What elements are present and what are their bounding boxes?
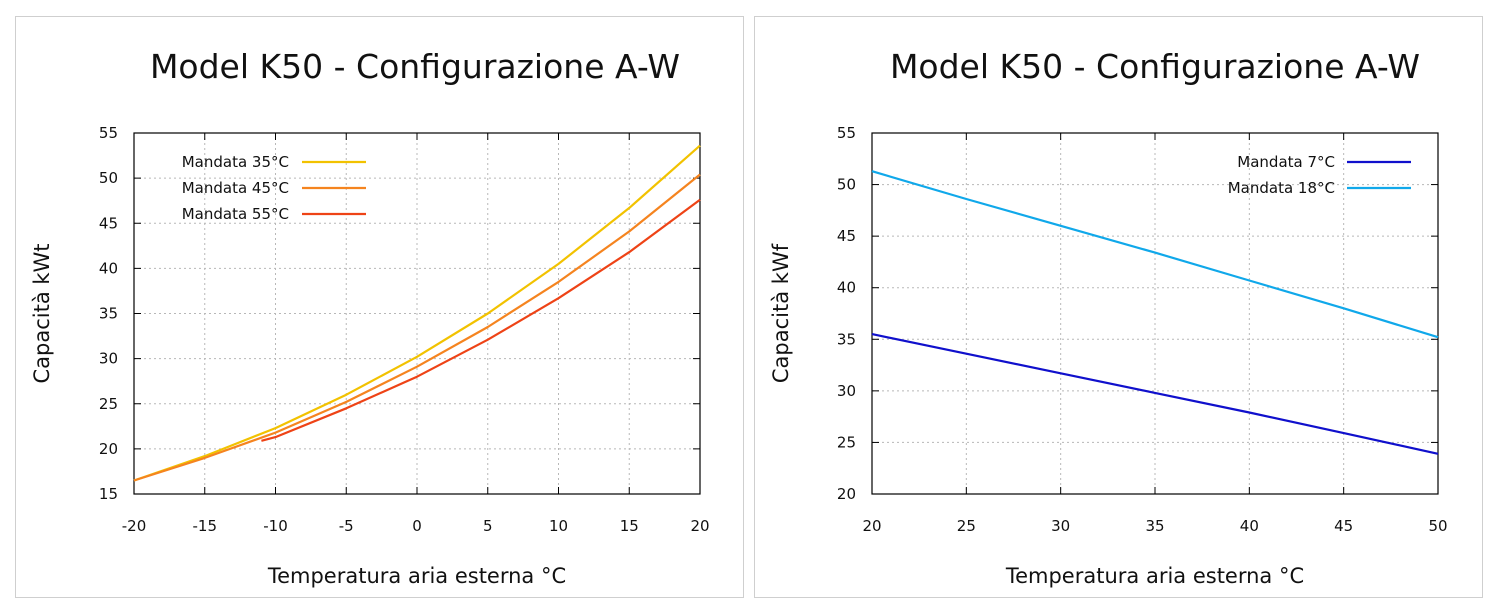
heating-capacity-chart: Model K50 - Configurazione A-W -20 -15 -10 -… <box>30 47 710 588</box>
cooling-capacity-chart-panel: Model K50 - Configurazione A-W 20 25 30 35 40… <box>754 16 1483 598</box>
x-tick-label: -5 <box>339 517 354 535</box>
x-tick-label: 25 <box>957 517 976 535</box>
y-tick-label: 40 <box>99 259 118 277</box>
y-tick-label: 45 <box>837 227 856 245</box>
x-tick-label: 0 <box>412 517 422 535</box>
y-tick-label: 40 <box>837 279 856 297</box>
x-tick-label: 45 <box>1334 517 1353 535</box>
x-tick-label: -15 <box>193 517 218 535</box>
y-tick-label: 50 <box>99 169 118 187</box>
y-tick-label: 35 <box>99 305 118 323</box>
chart-title: Model K50 - Configurazione A-W <box>890 47 1420 86</box>
y-tick-label: 55 <box>99 124 118 142</box>
cooling-capacity-chart: Model K50 - Configurazione A-W 20 25 30 35 40… <box>769 47 1448 588</box>
x-tick-label: 20 <box>690 517 709 535</box>
x-tick-label: 35 <box>1145 517 1164 535</box>
y-tick-label: 25 <box>837 433 856 451</box>
y-tick-label: 20 <box>837 485 856 503</box>
series-line-1 <box>133 144 701 482</box>
series-line-3 <box>261 198 701 442</box>
y-tick-label: 25 <box>99 395 118 413</box>
x-tick-label: 15 <box>620 517 639 535</box>
y-axis-label: Capacità kWt <box>30 243 54 383</box>
series-line-1 <box>871 333 1439 455</box>
heating-capacity-chart-panel: Model K50 - Configurazione A-W -20 -15 -10 -… <box>15 16 744 598</box>
x-tick-label: 40 <box>1240 517 1259 535</box>
series-line-2 <box>871 170 1439 339</box>
y-tick-label: 45 <box>99 214 118 232</box>
x-tick-label: -10 <box>263 517 288 535</box>
y-tick-label: 50 <box>837 176 856 194</box>
chart-title: Model K50 - Configurazione A-W <box>150 47 680 86</box>
y-tick-label: 20 <box>99 440 118 458</box>
y-tick-label: 15 <box>99 485 118 503</box>
legend-label: Mandata 7°C <box>1237 153 1335 171</box>
x-tick-label: 50 <box>1428 517 1447 535</box>
legend-label: Mandata 35°C <box>182 153 289 171</box>
x-axis-label: Temperatura aria esterna °C <box>1005 564 1304 588</box>
x-tick-label: 20 <box>862 517 881 535</box>
plot-frame <box>133 132 701 495</box>
legend-label: Mandata 55°C <box>182 205 289 223</box>
y-tick-label: 35 <box>837 330 856 348</box>
x-axis-label: Temperatura aria esterna °C <box>267 564 566 588</box>
x-tick-label: 10 <box>549 517 568 535</box>
x-tick-label: -20 <box>122 517 147 535</box>
plot-frame <box>871 132 1439 495</box>
y-axis-label: Capacità kWf <box>769 243 793 383</box>
legend-label: Mandata 45°C <box>182 179 289 197</box>
legend-label: Mandata 18°C <box>1228 179 1335 197</box>
y-tick-label: 30 <box>99 350 118 368</box>
x-tick-label: 30 <box>1051 517 1070 535</box>
y-tick-label: 55 <box>837 124 856 142</box>
series-line-2 <box>133 173 701 482</box>
y-tick-label: 30 <box>837 382 856 400</box>
x-tick-label: 5 <box>483 517 493 535</box>
